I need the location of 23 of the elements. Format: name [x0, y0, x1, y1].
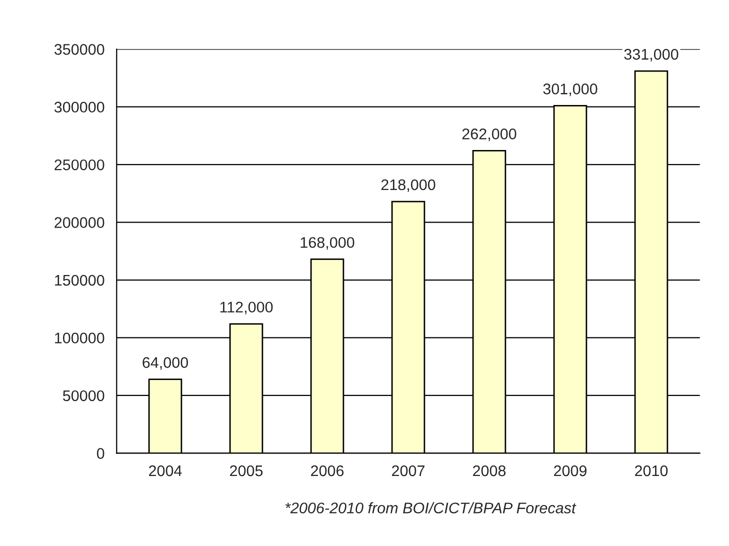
- y-tick-label: 300000: [54, 102, 104, 113]
- data-label: 301,000: [543, 84, 598, 96]
- x-tick-label: 2008: [473, 465, 506, 476]
- y-tick-label: 50000: [62, 390, 104, 402]
- data-label: 168,000: [300, 237, 354, 250]
- x-tick-label: 2007: [392, 465, 424, 476]
- x-tick-label: 2006: [311, 465, 344, 476]
- data-label: 331,000: [624, 48, 678, 62]
- data-label: 112,000: [220, 302, 273, 314]
- data-label: 262,000: [462, 128, 516, 142]
- y-tick-label: 100000: [55, 332, 104, 344]
- y-tick-label: 150000: [55, 274, 104, 286]
- y-tick-label: 350000: [54, 44, 104, 55]
- y-tick-label: 250000: [54, 159, 104, 170]
- text: *2006-2010 from BOI/CICT/BPAP Forecast: [285, 502, 576, 514]
- x-tick-label: 2009: [554, 465, 587, 476]
- y-tick-label: 0: [96, 448, 104, 459]
- x-tick-label: 2005: [230, 465, 263, 476]
- x-tick-label: 2004: [149, 465, 182, 476]
- data-label: 218,000: [381, 179, 436, 192]
- data-label: 64,000: [142, 357, 188, 370]
- x-tick-label: 2010: [635, 465, 668, 476]
- y-tick-label: 200000: [54, 217, 104, 228]
